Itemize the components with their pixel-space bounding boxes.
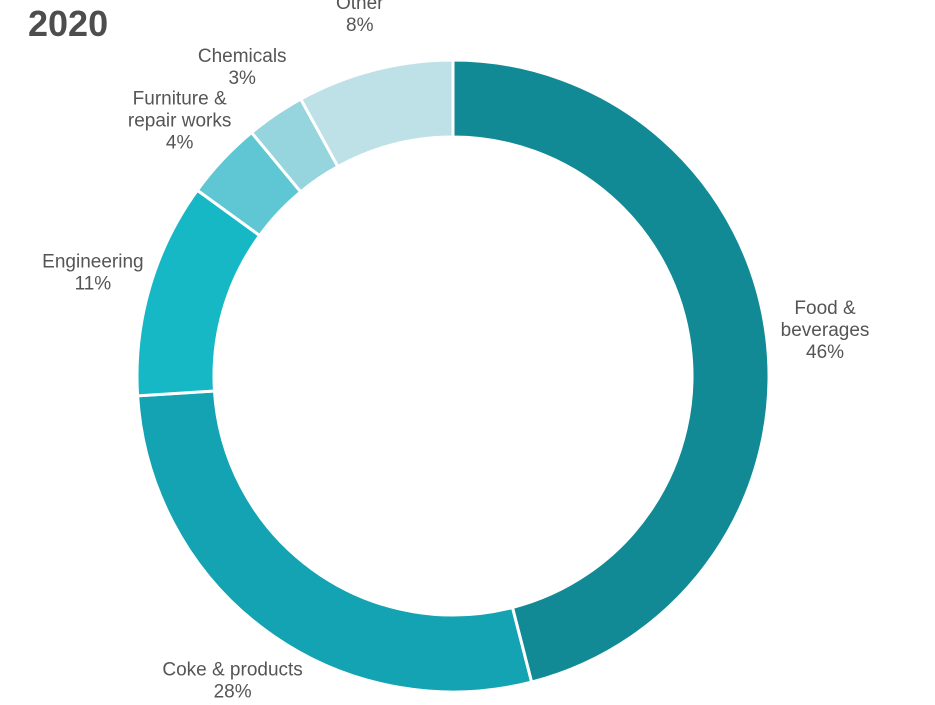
- label-furniture-and-repair-works: Furniture & repair works 4%: [128, 88, 231, 153]
- label-chemicals: Chemicals 3%: [198, 46, 287, 89]
- slice-other: [298, 58, 455, 169]
- donut-labels: Food & beverages 46% Coke & products 28% Engi…: [42, 0, 869, 702]
- chart-title: 2020: [28, 3, 109, 44]
- slice-food-and-beverages: [451, 58, 771, 684]
- label-engineering: Engineering 11%: [42, 251, 143, 294]
- label-coke-and-products: Coke & products 28%: [162, 659, 302, 702]
- label-other: Other 8%: [336, 0, 384, 36]
- donut-slices: [135, 58, 771, 694]
- label-food-and-beverages: Food & beverages 46%: [781, 298, 870, 363]
- slice-coke-and-products: [136, 389, 534, 694]
